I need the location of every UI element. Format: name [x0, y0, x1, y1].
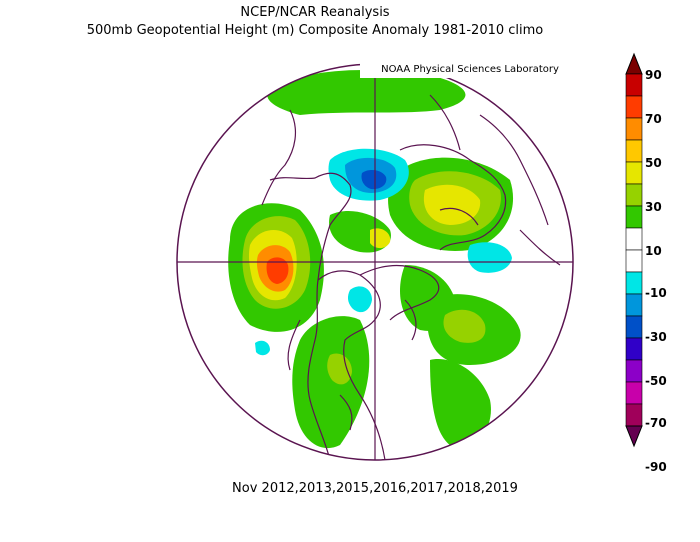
colorbar-label: -90 — [645, 460, 667, 474]
colorbar-swatch — [625, 183, 643, 207]
anomaly-positive-area — [266, 257, 289, 284]
colorbar-swatch — [625, 381, 643, 405]
title-line-1: NCEP/NCAR Reanalysis — [240, 5, 390, 20]
colorbar-swatch — [625, 139, 643, 163]
colorbar-label: 50 — [645, 156, 662, 170]
colorbar-swatch — [625, 293, 643, 317]
colorbar-swatch — [625, 337, 643, 361]
anomaly-positive-area — [267, 70, 466, 115]
colorbar-swatch — [625, 315, 643, 339]
colorbar-top-arrow — [625, 52, 643, 75]
colorbar-label: -50 — [645, 374, 667, 388]
colorbar-swatch — [625, 227, 643, 251]
anomaly-positive-area — [423, 184, 481, 225]
colorbar-swatch — [625, 161, 643, 185]
composite-dates: Nov 2012,2013,2015,2016,2017,2018,2019 — [232, 481, 518, 496]
colorbar-swatch — [625, 95, 643, 119]
colorbar-label: 70 — [645, 112, 662, 126]
colorbar-swatch — [625, 205, 643, 229]
colorbar-swatch — [625, 403, 643, 427]
anomaly-positive-area — [430, 359, 491, 450]
colorbar-swatch — [625, 73, 643, 97]
anomaly-field — [177, 64, 573, 460]
colorbar-label: 90 — [645, 68, 662, 82]
anomaly-positive-area — [292, 316, 370, 449]
anomaly-positive-area — [327, 353, 352, 385]
colorbar-label: 10 — [645, 244, 662, 258]
colorbar-label: -70 — [645, 416, 667, 430]
anomaly-positive-area — [443, 309, 486, 343]
anomaly-negative-area — [347, 286, 372, 313]
anomaly-negative-area — [255, 340, 270, 356]
anomaly-negative-area — [361, 169, 387, 190]
colorbar-swatch — [625, 359, 643, 383]
coastlines — [261, 94, 561, 460]
colorbar-bottom-arrow — [625, 425, 643, 448]
colorbar-swatch — [625, 117, 643, 141]
colorbar-label: -30 — [645, 330, 667, 344]
anomaly-negative-area — [467, 242, 512, 273]
colorbar-label: 30 — [645, 200, 662, 214]
colorbar — [625, 52, 643, 448]
colorbar-swatch — [625, 249, 643, 273]
credit-label: NOAA Physical Sciences Laboratory — [360, 62, 580, 78]
colorbar-swatch — [625, 271, 643, 295]
colorbar-label: -10 — [645, 286, 667, 300]
title-line-2: 500mb Geopotential Height (m) Composite … — [86, 23, 544, 38]
